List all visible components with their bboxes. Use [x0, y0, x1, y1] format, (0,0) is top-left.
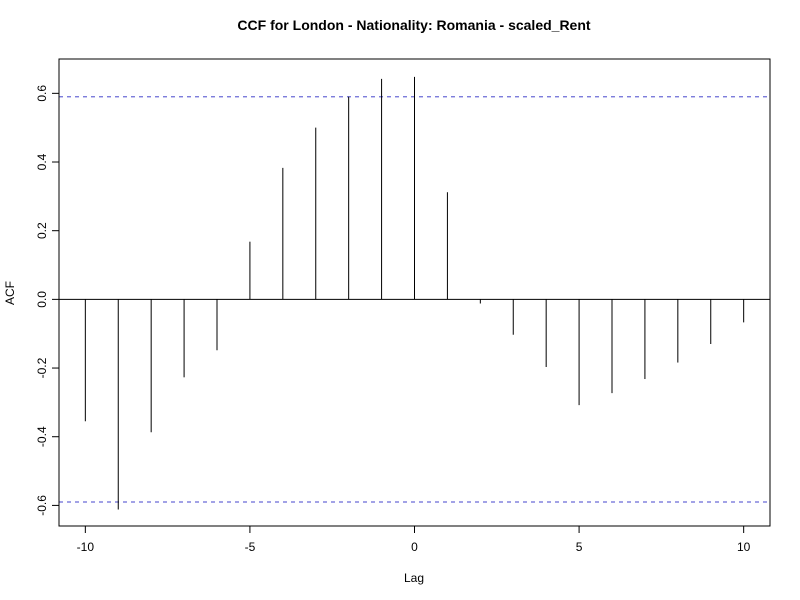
y-tick-label: -0.2	[35, 357, 49, 378]
x-tick-label: 5	[576, 540, 583, 554]
x-axis: -10 -5 0 5 10	[77, 526, 751, 554]
x-axis-label: Lag	[404, 571, 424, 585]
chart-title: CCF for London - Nationality: Romania - …	[237, 17, 590, 33]
ccf-bars	[84, 76, 745, 510]
y-tick-label: 0.2	[35, 222, 49, 239]
y-axis: -0.6 -0.4 -0.2 0.0 0.2 0.4 0.6	[35, 85, 59, 516]
x-tick-label: 10	[737, 540, 751, 554]
y-tick-label: -0.4	[35, 426, 49, 447]
y-tick-label: 0.0	[35, 291, 49, 308]
y-tick-label: 0.6	[35, 85, 49, 102]
x-tick-label: -10	[77, 540, 95, 554]
y-tick-label: -0.6	[35, 495, 49, 516]
plot-frame	[58, 58, 771, 527]
y-tick-label: 0.4	[35, 153, 49, 170]
x-tick-label: 0	[411, 540, 418, 554]
x-tick-label: -5	[245, 540, 256, 554]
y-axis-label: ACF	[3, 281, 17, 305]
